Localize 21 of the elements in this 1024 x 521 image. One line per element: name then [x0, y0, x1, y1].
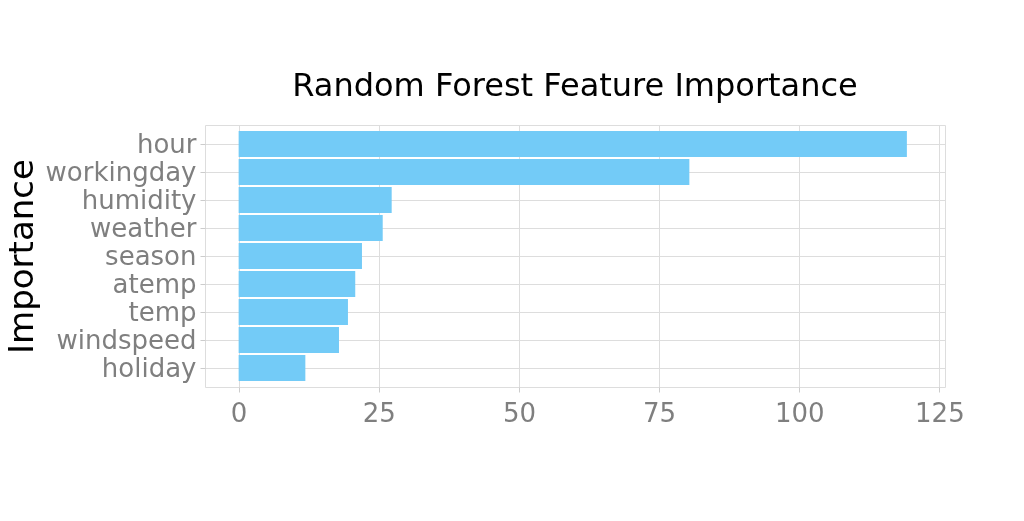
bar [238, 131, 907, 157]
bar [238, 299, 348, 325]
bar [238, 159, 690, 185]
x-tick-label: 25 [362, 397, 396, 428]
bar [238, 327, 339, 353]
y-axis-title: Importance [0, 159, 41, 354]
y-tick-label: workingday [45, 156, 197, 187]
bar [238, 243, 362, 269]
chart-title: Random Forest Feature Importance [292, 66, 858, 104]
bar [238, 271, 356, 297]
y-tick-label: atemp [112, 268, 197, 299]
bar [238, 187, 392, 213]
bar [238, 215, 383, 241]
y-tick-label: season [105, 240, 197, 271]
x-tick-label: 100 [774, 397, 825, 428]
y-tick-label: hour [136, 128, 197, 159]
x-tick-label: 75 [643, 397, 677, 428]
x-tick-label: 125 [915, 397, 965, 428]
x-tick-label: 50 [502, 397, 536, 428]
bar [238, 355, 306, 381]
x-tick-label: 0 [230, 397, 248, 428]
